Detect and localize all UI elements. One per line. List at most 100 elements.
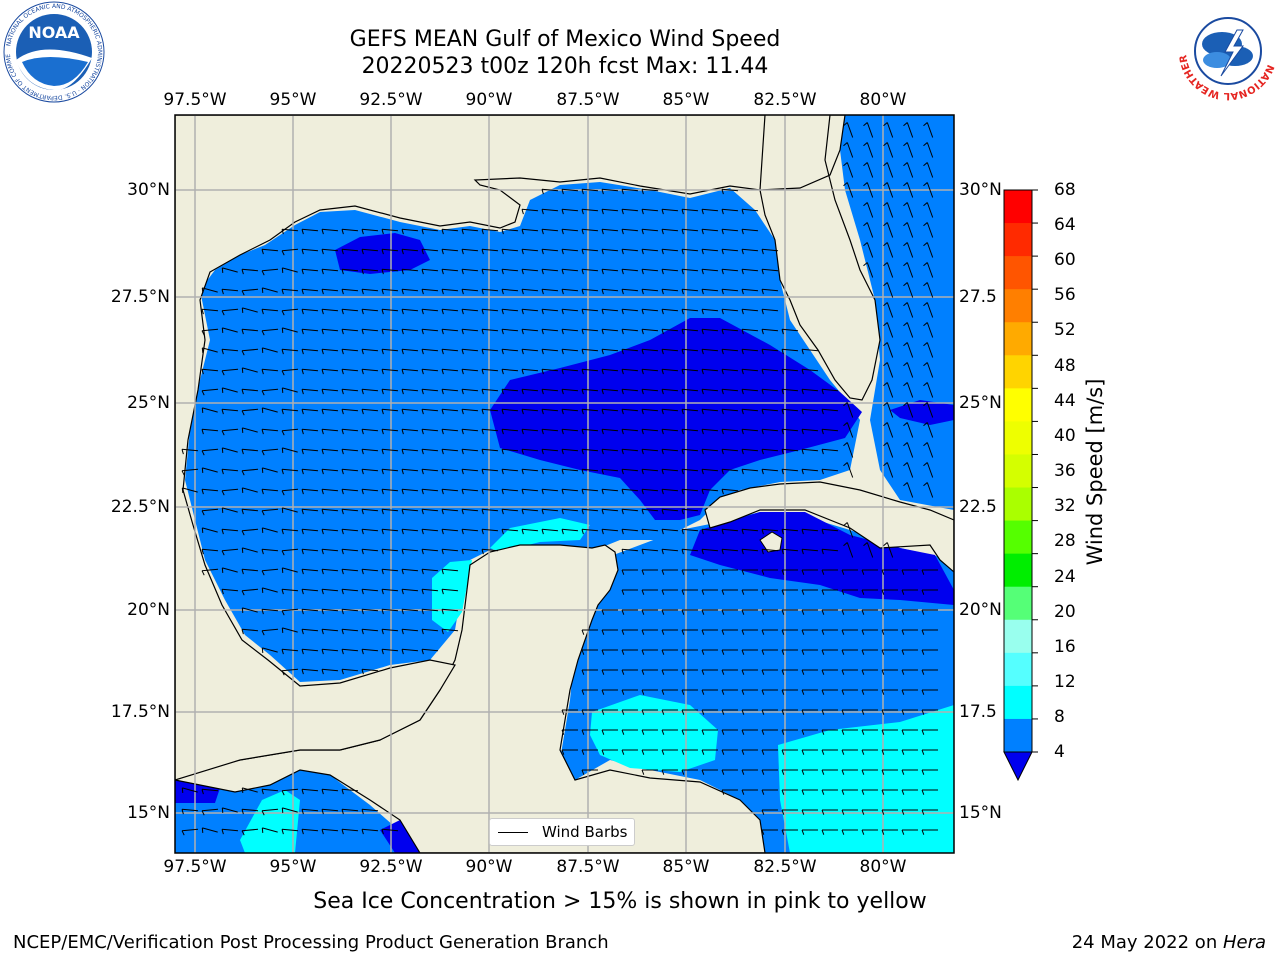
lon-label-bottom-80w: 80°W xyxy=(859,857,907,877)
wind-barb xyxy=(481,288,499,292)
wind-barb-tick xyxy=(481,309,484,315)
wind-barb xyxy=(886,462,894,478)
wind-barb-tick xyxy=(761,589,765,595)
wind-barb-tick xyxy=(601,429,604,435)
wind-barb-tick xyxy=(401,249,404,255)
wind-barb-tick xyxy=(581,209,584,215)
wind-barb-tick xyxy=(541,409,544,415)
wind-barb-tick xyxy=(581,509,584,515)
wind-barb-tick xyxy=(921,829,925,835)
wind-barb xyxy=(761,328,779,332)
wind-barb xyxy=(401,568,419,572)
wind-barb-tick xyxy=(421,289,424,295)
wind-barb-tick xyxy=(761,549,764,555)
wind-barb-tick xyxy=(221,370,225,376)
wind-barb-tick xyxy=(241,350,245,356)
wind-barb-tick xyxy=(921,629,925,635)
wind-barb-tick xyxy=(361,409,364,415)
wind-barb xyxy=(741,348,759,352)
wind-barb-tick xyxy=(621,269,624,275)
wind-barb-tick xyxy=(821,389,824,395)
wind-barb xyxy=(361,368,379,372)
wind-barb xyxy=(641,288,659,292)
wind-barb xyxy=(261,388,279,392)
wind-barb-tick xyxy=(761,269,764,275)
wind-barb-tick xyxy=(261,347,264,353)
wind-barb xyxy=(281,468,299,472)
wind-barb-tick xyxy=(721,789,725,795)
wind-barb-tick xyxy=(861,689,865,695)
wind-barb xyxy=(761,308,779,312)
wind-barb xyxy=(641,328,659,332)
wind-barb-tick xyxy=(721,769,725,775)
wind-barb-tick xyxy=(761,769,765,775)
wind-barb xyxy=(341,468,359,472)
wind-barb-tick xyxy=(421,389,424,395)
wind-barb xyxy=(301,828,319,832)
wind-barb xyxy=(521,428,539,432)
wind-barb xyxy=(361,608,379,612)
wind-barb-tick xyxy=(301,329,304,335)
wind-barb-tick xyxy=(681,489,684,495)
wind-barb-tick xyxy=(901,829,905,835)
wind-barb-tick xyxy=(883,142,888,147)
wind-barb-tick xyxy=(701,209,704,215)
wind-barb xyxy=(521,468,539,472)
wind-barb-tick xyxy=(923,462,928,467)
calm-region-caribbean xyxy=(690,512,954,605)
wind-barb xyxy=(461,368,479,372)
wind-barb xyxy=(421,468,439,472)
wind-barb xyxy=(301,388,319,392)
colorbar-tick-60: 60 xyxy=(1054,250,1076,270)
wind-barb-tick xyxy=(321,789,324,795)
wind-barb xyxy=(401,428,419,432)
wind-barb-tick xyxy=(841,629,845,635)
wind-barb xyxy=(886,542,894,558)
wind-barb-tick xyxy=(681,469,684,475)
wind-barb-tick xyxy=(601,709,605,715)
wind-barb xyxy=(421,308,439,312)
wind-barb-tick xyxy=(761,349,764,355)
wind-barb xyxy=(181,448,199,452)
wind-barb-tick xyxy=(561,489,564,495)
calm-region-north xyxy=(335,233,430,274)
wind-barb-tick xyxy=(321,589,324,595)
wind-barb-tick xyxy=(381,349,384,355)
wind-barb-tick xyxy=(261,570,265,576)
wind-barb xyxy=(561,488,579,492)
wind-barb xyxy=(761,408,779,412)
wind-barb xyxy=(541,428,559,432)
wind-barb xyxy=(561,208,579,212)
wind-barb xyxy=(281,408,299,412)
wind-barb-tick xyxy=(821,409,824,415)
wind-barb-tick xyxy=(601,449,604,455)
wind-barb-tick xyxy=(401,409,404,415)
wind-barb xyxy=(361,528,379,532)
wind-barb xyxy=(541,308,559,312)
wind-barb-tick xyxy=(361,469,364,475)
wind-barb-tick xyxy=(321,669,324,675)
wind-barb-tick xyxy=(601,369,604,375)
wind-barb xyxy=(481,508,499,512)
wind-barb xyxy=(661,468,679,472)
wind-barb-tick xyxy=(321,289,324,295)
wind-barb xyxy=(301,448,319,452)
wind-barb xyxy=(926,162,934,178)
wind-barb-tick xyxy=(541,269,544,275)
wind-barb-tick xyxy=(521,529,524,535)
wind-barb xyxy=(401,348,419,352)
wind-barb xyxy=(341,408,359,412)
wind-barb xyxy=(282,327,298,333)
wind-barb xyxy=(521,208,539,212)
wind-barb xyxy=(321,488,339,492)
wind-barb-tick xyxy=(601,489,604,495)
wind-barb-tick xyxy=(321,329,324,335)
wind-barb-tick xyxy=(421,609,424,615)
wind-barb xyxy=(481,348,499,352)
wind-barb xyxy=(202,527,218,533)
wind-barb xyxy=(181,468,199,472)
wind-barb-tick xyxy=(601,689,605,695)
wind-barb xyxy=(202,407,218,413)
wind-barb xyxy=(906,242,914,258)
wind-barb-tick xyxy=(281,649,284,655)
